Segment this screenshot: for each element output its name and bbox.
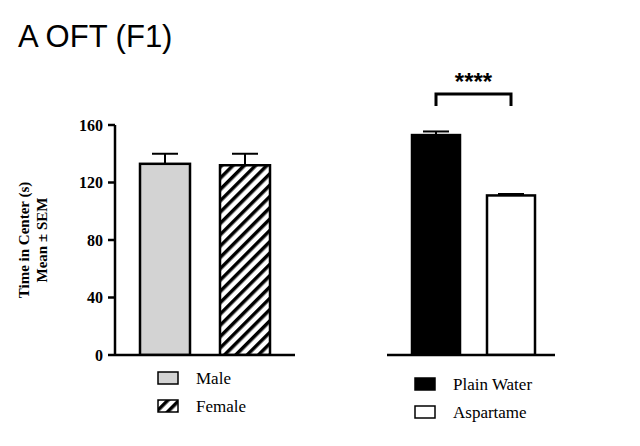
chart: A OFT (F1) Time in Center (s)Mean ± SEM 0 4… bbox=[0, 0, 640, 446]
significance: **** bbox=[455, 68, 493, 95]
x-axis-line bbox=[387, 354, 555, 357]
y-axis-label: Mean ± SEM bbox=[34, 198, 50, 283]
y-tick-label: 0 bbox=[95, 347, 103, 364]
legend-swatch bbox=[415, 406, 435, 418]
legend-label: Male bbox=[196, 369, 231, 388]
legend-swatch bbox=[415, 378, 435, 390]
legend-swatch bbox=[158, 372, 178, 384]
y-tick-label: 120 bbox=[79, 174, 103, 191]
y-tick-label: 80 bbox=[87, 232, 103, 249]
x-axis-line bbox=[115, 354, 295, 357]
error-cap bbox=[152, 153, 178, 155]
bar bbox=[220, 165, 270, 355]
bar bbox=[412, 135, 460, 355]
error-cap bbox=[423, 130, 449, 132]
y-axis-label: Time in Center (s) bbox=[16, 182, 33, 299]
title: A OFT (F1) bbox=[18, 19, 172, 54]
error-bar bbox=[164, 154, 166, 164]
y-tick bbox=[108, 354, 115, 357]
bar bbox=[487, 195, 535, 355]
y-tick bbox=[108, 181, 115, 184]
legend-label: Plain Water bbox=[453, 375, 532, 394]
significance-bracket bbox=[436, 94, 511, 106]
y-tick bbox=[108, 124, 115, 127]
bar bbox=[140, 164, 190, 355]
legend-swatch bbox=[158, 400, 178, 412]
bars bbox=[412, 131, 535, 355]
legend-label: Female bbox=[196, 397, 246, 416]
y-tick bbox=[108, 296, 115, 299]
error-bar bbox=[244, 154, 246, 166]
legend-label: Aspartame bbox=[453, 403, 527, 422]
y-tick-label: 40 bbox=[87, 289, 103, 306]
y-tick-label: 160 bbox=[79, 117, 103, 134]
bars bbox=[140, 154, 270, 355]
error-cap bbox=[232, 153, 258, 155]
y-tick bbox=[108, 239, 115, 242]
